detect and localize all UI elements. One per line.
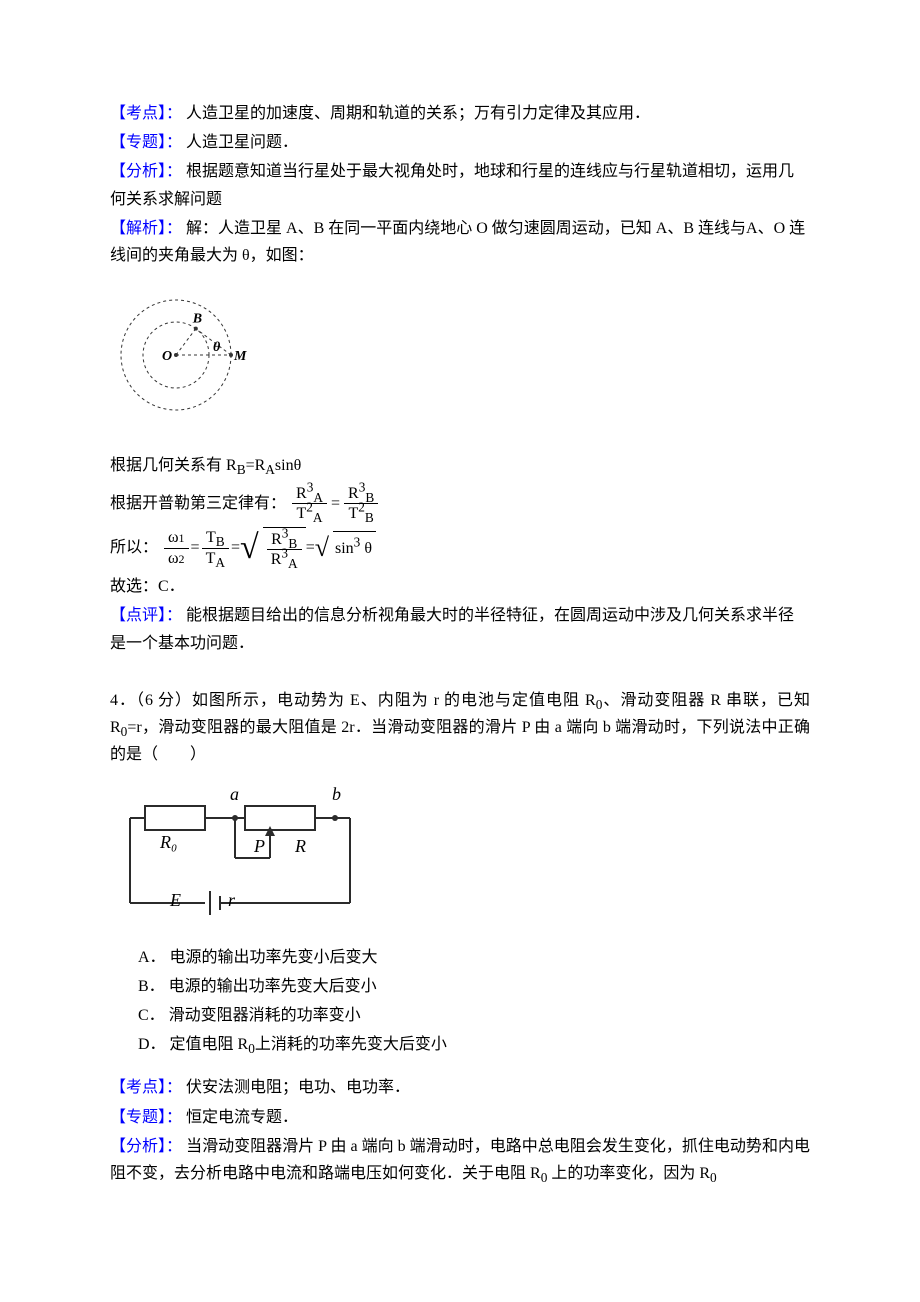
jiexi-label: 【解析】： bbox=[110, 220, 182, 237]
sqrt-sin: √ sin3 θ bbox=[315, 531, 376, 564]
zhuanti-label: 【专题】： bbox=[110, 134, 182, 151]
geom-line: 根据几何关系有 RB=RAsinθ bbox=[110, 452, 810, 479]
opt-A: A． 电源的输出功率先变小后变大 bbox=[138, 944, 810, 971]
svg-text:P: P bbox=[253, 836, 265, 856]
svg-text:b: b bbox=[332, 784, 341, 804]
fenxi-text: 根据题意知道当行星处于最大视角处时，地球和行星的连线应与行星轨道相切，运用几何关… bbox=[110, 163, 794, 207]
jiexi-line: 【解析】： 解：人造卫星 A、B 在同一平面内绕地心 O 做匀速圆周运动，已知 … bbox=[110, 215, 810, 269]
opt-B: B． 电源的输出功率先变大后变小 bbox=[138, 973, 810, 1000]
frac-RA: R3A T2A bbox=[292, 484, 327, 523]
svg-text:r: r bbox=[228, 890, 236, 910]
orbit-diagram: O B Mθ bbox=[110, 279, 810, 438]
fenxi-line: 【分析】： 根据题意知道当行星处于最大视角处时，地球和行星的连线应与行星轨道相切… bbox=[110, 158, 810, 212]
svg-text:a: a bbox=[230, 784, 239, 804]
sqrt-R: √ R3B R3A bbox=[240, 527, 306, 569]
frac-omega: ω1 ω2 bbox=[164, 528, 189, 567]
dianping-line: 【点评】： 能根据题目给出的信息分析视角最大时的半径特征，在圆周运动中涉及几何关… bbox=[110, 602, 810, 656]
opt-D: D． 定值电阻 R0上消耗的功率先变大后变小 bbox=[138, 1031, 810, 1058]
svg-text:O: O bbox=[162, 349, 172, 364]
frac-RB: R3B T2B bbox=[344, 484, 378, 523]
opt-C: C． 滑动变阻器消耗的功率变小 bbox=[138, 1002, 810, 1029]
kepler-line: 根据开普勒第三定律有： R3A T2A = R3B T2B bbox=[110, 484, 810, 523]
orbit-svg: O B Mθ bbox=[110, 279, 270, 429]
circuit-diagram: R₀ P Ra b Er bbox=[110, 778, 810, 937]
svg-text:θ: θ bbox=[213, 340, 221, 355]
kaodian-text: 人造卫星的加速度、周期和轨道的关系；万有引力定律及其应用． bbox=[182, 105, 650, 122]
q4-stem: 4．（6 分）如图所示，电动势为 E、内阻为 r 的电池与定值电阻 R0、滑动变… bbox=[110, 687, 810, 769]
svg-text:M: M bbox=[233, 349, 247, 364]
circuit-svg: R₀ P Ra b Er bbox=[110, 778, 370, 928]
q3-block: 【考点】： 人造卫星的加速度、周期和轨道的关系；万有引力定律及其应用． 【专题】… bbox=[110, 100, 810, 269]
jiexi-text: 解：人造卫星 A、B 在同一平面内绕地心 O 做匀速圆周运动，已知 A、B 连线… bbox=[110, 220, 805, 264]
frac-T: TB TA bbox=[202, 528, 229, 567]
svg-text:R₀: R₀ bbox=[159, 832, 177, 852]
zhuanti-text: 人造卫星问题． bbox=[182, 134, 298, 151]
svg-text:R: R bbox=[294, 836, 306, 856]
q4-kaodian: 【考点】： 伏安法测电阻；电功、电功率． bbox=[110, 1074, 810, 1101]
zhuanti-line: 【专题】： 人造卫星问题． bbox=[110, 129, 810, 156]
guxuan: 故选：C． bbox=[110, 573, 810, 600]
kaodian-line: 【考点】： 人造卫星的加速度、周期和轨道的关系；万有引力定律及其应用． bbox=[110, 100, 810, 127]
fenxi-label: 【分析】： bbox=[110, 163, 182, 180]
q4-fenxi: 【分析】： 当滑动变阻器滑片 P 由 a 端向 b 端滑动时，电路中总电阻会发生… bbox=[110, 1133, 810, 1187]
svg-text:B: B bbox=[192, 312, 202, 327]
dianping-label: 【点评】： bbox=[110, 607, 182, 624]
ratio-line: 所以： ω1 ω2 = TB TA = √ R3B R3A = √ sin3 θ bbox=[110, 527, 810, 569]
dianping-text: 能根据题目给出的信息分析视角最大时的半径特征，在圆周运动中涉及几何关系求半径是一… bbox=[110, 607, 794, 651]
svg-text:E: E bbox=[169, 890, 181, 910]
q4-zhuanti: 【专题】： 恒定电流专题． bbox=[110, 1104, 810, 1131]
options: A． 电源的输出功率先变小后变大 B． 电源的输出功率先变大后变小 C． 滑动变… bbox=[138, 944, 810, 1059]
kaodian-label: 【考点】： bbox=[110, 105, 182, 122]
